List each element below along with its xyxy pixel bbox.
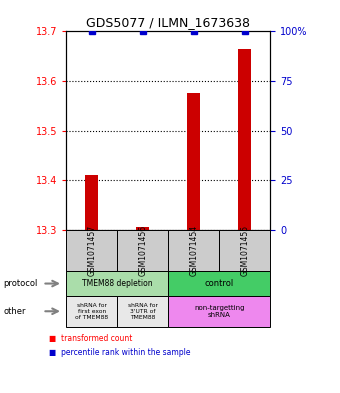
- Text: non-targetting
shRNA: non-targetting shRNA: [194, 305, 244, 318]
- Text: TMEM88 depletion: TMEM88 depletion: [82, 279, 153, 288]
- Bar: [136, 228, 149, 230]
- Text: ■  percentile rank within the sample: ■ percentile rank within the sample: [49, 348, 191, 356]
- Text: GSM1071457: GSM1071457: [87, 225, 96, 276]
- Bar: [238, 49, 251, 230]
- Text: ■  transformed count: ■ transformed count: [49, 334, 133, 343]
- Text: shRNA for
first exon
of TMEM88: shRNA for first exon of TMEM88: [75, 303, 108, 320]
- Text: protocol: protocol: [3, 279, 38, 288]
- Bar: [85, 175, 98, 230]
- Text: GSM1071454: GSM1071454: [189, 225, 198, 276]
- Text: control: control: [205, 279, 234, 288]
- Bar: [187, 94, 200, 230]
- Text: GSM1071455: GSM1071455: [240, 225, 249, 276]
- Title: GDS5077 / ILMN_1673638: GDS5077 / ILMN_1673638: [86, 16, 250, 29]
- Text: shRNA for
3'UTR of
TMEM88: shRNA for 3'UTR of TMEM88: [128, 303, 158, 320]
- Text: GSM1071456: GSM1071456: [138, 225, 147, 276]
- Text: other: other: [3, 307, 26, 316]
